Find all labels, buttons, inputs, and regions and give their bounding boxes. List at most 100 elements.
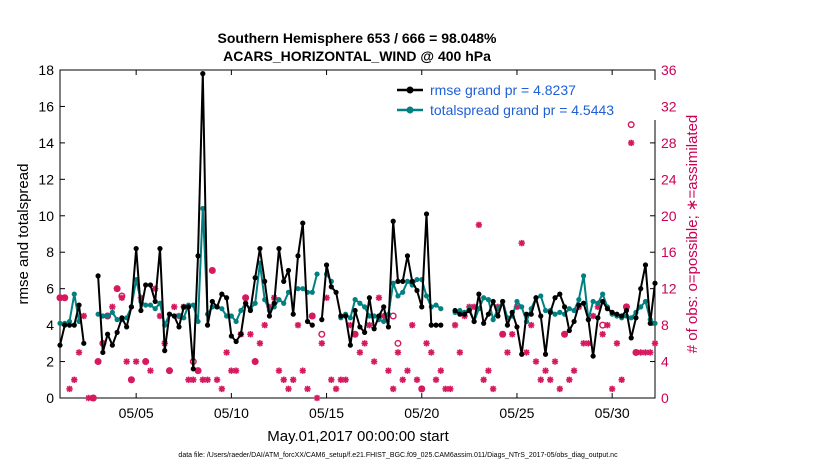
rmse-point [124, 324, 130, 330]
rmse-point [471, 318, 477, 325]
obs-possible-marker [389, 312, 397, 320]
obs-assimilated-marker [218, 385, 226, 393]
spread-point [219, 306, 225, 312]
rmse-point [638, 286, 644, 292]
spread-point [114, 317, 120, 323]
obs-assimilated-marker [518, 239, 525, 247]
spread-point [71, 291, 77, 297]
x-axis-label: May.01,2017 00:00:00 start [267, 428, 449, 445]
obs-assimilated-marker [318, 340, 325, 347]
rmse-point [433, 322, 439, 328]
spread-point [347, 315, 353, 321]
rmse-point [276, 245, 282, 252]
y-right-tick-label: 24 [661, 171, 677, 187]
spread-point [395, 293, 401, 299]
obs-assimilated-marker [485, 367, 492, 374]
obs-assimilated-marker [171, 303, 178, 311]
rmse-point [542, 351, 549, 357]
rmse-point [143, 282, 149, 288]
obs-assimilated-marker [80, 312, 87, 320]
obs-assimilated-marker [309, 312, 316, 320]
spread-point [542, 307, 549, 314]
rmse-point [609, 309, 615, 315]
rmse-point [57, 342, 63, 348]
obs-assimilated-marker [451, 321, 459, 329]
rmse-point [100, 349, 106, 356]
rmse-point [462, 311, 468, 317]
spread-point [652, 320, 658, 326]
obs-assimilated-marker [247, 331, 254, 338]
y-right-tick-label: 36 [661, 62, 677, 78]
rmse-point [466, 307, 472, 314]
rmse-point [352, 307, 358, 314]
rmse-point [62, 322, 68, 328]
obs-assimilated-marker [447, 385, 454, 393]
rmse-point [243, 300, 249, 306]
rmse-point [271, 300, 277, 306]
obs-assimilated-marker [123, 358, 130, 365]
obs-assimilated-marker [570, 367, 578, 374]
spread-point [438, 306, 444, 312]
rmse-point [190, 366, 196, 372]
spread-point [581, 273, 587, 279]
rmse-point [71, 322, 77, 328]
obs-assimilated-marker [618, 376, 625, 383]
obs-assimilated-marker [418, 385, 425, 393]
obs-assimilated-marker [528, 321, 535, 329]
obs-assimilated-marker [556, 385, 563, 393]
spread-point [238, 307, 244, 314]
rmse-point [290, 311, 296, 317]
rmse-point [485, 311, 491, 317]
obs-assimilated-marker [604, 321, 611, 329]
obs-assimilated-marker [509, 331, 516, 338]
spread-point [400, 289, 406, 295]
spread-point [228, 313, 234, 319]
obs-assimilated-marker [399, 376, 406, 383]
spread-point [642, 298, 649, 305]
obs-assimilated-marker [409, 321, 416, 329]
spread-point [628, 315, 634, 321]
obs-assimilated-marker [71, 376, 78, 383]
rmse-point [395, 278, 401, 284]
obs-assimilated-marker [499, 331, 506, 338]
rmse-point [519, 351, 525, 357]
spread-point [195, 318, 201, 325]
obs-assimilated-marker [275, 367, 283, 374]
rmse-point [300, 220, 306, 226]
obs-assimilated-marker [651, 340, 659, 347]
y-tick-label: 12 [38, 171, 54, 187]
spread-point [519, 304, 525, 310]
y-tick-label: 10 [38, 208, 54, 224]
obs-assimilated-marker [261, 321, 268, 329]
spread-point [600, 291, 606, 297]
rmse-point [200, 71, 206, 77]
rmse-point [209, 298, 215, 305]
y-right-tick-label: 4 [661, 354, 669, 370]
obs-assimilated-marker [66, 385, 73, 393]
spread-point [252, 300, 258, 306]
obs-assimilated-marker [342, 376, 349, 383]
spread-point [490, 317, 496, 323]
rmse-point [166, 311, 173, 317]
y-axis-label: rmse and totalspread [15, 164, 32, 305]
y-right-tick-label: 32 [661, 98, 677, 114]
obs-assimilated-marker [647, 349, 654, 356]
obs-assimilated-marker [209, 267, 216, 274]
plot-frame [59, 69, 656, 399]
rmse-point [376, 313, 382, 319]
y-right-tick-label: 0 [661, 390, 669, 406]
rmse-point [81, 340, 87, 346]
spread-point [143, 302, 149, 308]
rmse-point [576, 302, 582, 308]
rmse-point [628, 335, 634, 341]
obs-possible-marker [627, 121, 635, 129]
y-right-tick-label: 16 [661, 244, 677, 260]
rmse-point [119, 315, 125, 321]
obs-assimilated-marker [532, 358, 540, 365]
obs-assimilated-marker [313, 394, 321, 402]
rmse-point [323, 262, 330, 268]
rmse-point [500, 298, 506, 305]
x-tick-label: 05/15 [309, 405, 344, 421]
y-tick-label: 6 [46, 281, 54, 297]
